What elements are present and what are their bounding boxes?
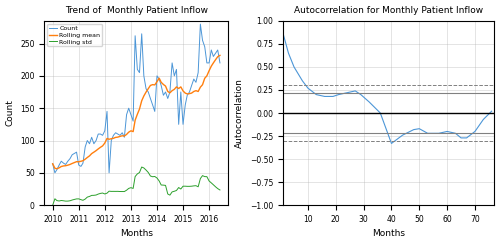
- Line: Count: Count: [52, 24, 220, 173]
- Legend: Count, Rolling mean, Rolling std: Count, Rolling mean, Rolling std: [48, 24, 102, 46]
- Y-axis label: Autocorrelation: Autocorrelation: [235, 78, 244, 148]
- X-axis label: Months: Months: [372, 229, 405, 238]
- Title: Autocorrelation for Monthly Patient Inflow: Autocorrelation for Monthly Patient Infl…: [294, 6, 483, 15]
- Title: Trend of  Monthly Patient Inflow: Trend of Monthly Patient Inflow: [65, 6, 208, 15]
- Y-axis label: Count: Count: [6, 100, 15, 126]
- X-axis label: Months: Months: [120, 229, 153, 238]
- Line: Rolling std: Rolling std: [52, 167, 220, 205]
- Line: Rolling mean: Rolling mean: [52, 55, 220, 169]
